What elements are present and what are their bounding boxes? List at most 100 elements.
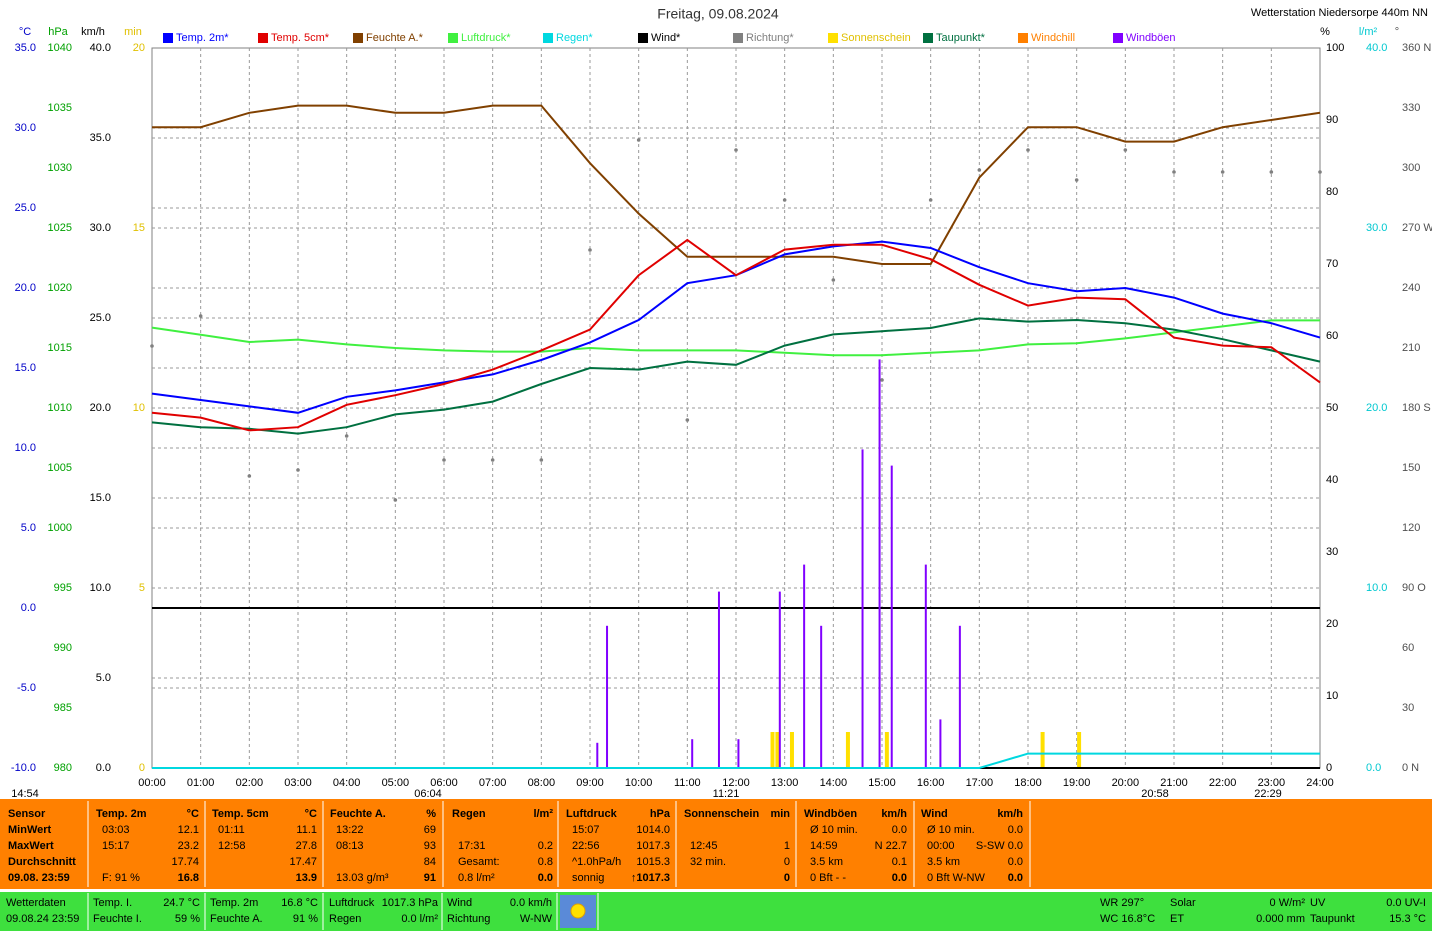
footer-cell: Wetterdaten [6,897,66,909]
footer-cell: UV [1310,897,1326,909]
y-tick-label: 1020 [48,282,72,294]
summary-head: hPa [650,808,671,820]
y-tick-label: 40.0 [90,42,111,54]
summary-head: Temp. 5cm [212,808,269,820]
summary-head: Regen [452,808,486,820]
sun [570,903,586,919]
y-tick-label: 20.0 [15,282,36,294]
bar [820,625,823,768]
summary-panel [0,799,1432,889]
x-tick-label: 11:00 [674,777,701,789]
y-tick-label: 5 [139,582,145,594]
summary-cell: 13:22 [336,824,364,836]
x-tick-label: 03:00 [284,777,312,789]
footer-cell: Feuchte A. [210,913,263,925]
series-line [152,752,1320,769]
footer-cell: Richtung [447,913,490,925]
summary-cell: 0.2 [538,840,553,852]
x-tick-label: 09:00 [576,777,604,789]
y-tick-label: 40 [1326,474,1338,486]
x-tick-label: 07:00 [479,777,507,789]
y-tick-label: 1000 [48,522,72,534]
y-tick-label: 995 [54,582,72,594]
summary-cell: 0.0 [1008,856,1023,868]
y-tick-label: 10 [133,402,145,414]
summary-cell: Ø 10 min. [927,824,975,836]
summary-cell: 1015.3 [636,856,670,868]
chart-title: Freitag, 09.08.2024 [657,6,779,22]
footer-cell: Temp. 2m [210,897,258,909]
x-tick-label: 10:00 [625,777,653,789]
direction-point [442,458,446,462]
legend-label: Luftdruck* [461,32,511,44]
axis-unit: min [124,26,142,38]
summary-head: l/m² [533,808,553,820]
y-tick-label: 0.0 [96,762,111,774]
legend-swatch [353,33,363,43]
legend-label: Temp. 5cm* [271,32,330,44]
bar [606,625,609,768]
summary-cell: 3.5 km [927,856,960,868]
direction-point [1220,170,1225,174]
bar [737,739,740,768]
y-tick-label: 20 [133,42,145,54]
axis-unit: km/h [81,26,105,38]
summary-cell: 0 [784,872,790,884]
summary-cell: 09.08. 23:59 [8,872,70,884]
y-tick-label: 0.0 [1366,762,1381,774]
summary-head: °C [305,808,317,820]
summary-cell: sonnig [572,872,604,884]
summary-cell: 08:13 [336,840,364,852]
x-tick-label: 02:00 [236,777,264,789]
y-tick-label: 15.0 [90,492,111,504]
footer-cell: 0.0 l/m² [401,913,438,925]
direction-point [977,168,982,172]
summary-cell: Ø 10 min. [810,824,858,836]
direction-point [734,148,738,152]
footer-cell: W-NW [520,913,553,925]
y-tick-label: -10.0 [11,762,36,774]
summary-cell: 17.47 [289,856,317,868]
bar [691,739,694,768]
y-tick-label: 210 [1402,342,1420,354]
y-tick-label: 1035 [48,102,72,114]
axis-unit: % [1320,26,1330,38]
summary-cell: 1014.0 [636,824,670,836]
summary-cell: 0.0 [1008,824,1023,836]
summary-cell: 12.1 [178,824,199,836]
legend-swatch [923,33,933,43]
footer-cell: 0.0 km/h [510,897,552,909]
direction-point [247,474,252,478]
y-tick-label: 0 N [1402,762,1419,774]
summary-cell: 3.5 km [810,856,843,868]
y-tick-label: 5.0 [96,672,111,684]
x-tick-label: 13:00 [771,777,799,789]
x-tick-label: 15:00 [868,777,896,789]
footer-cell: Regen [329,913,361,925]
y-tick-label: -5.0 [17,682,36,694]
legend-label: Sonnenschein [841,32,911,44]
direction-point [782,198,787,202]
axis-unit: l/m² [1359,26,1378,38]
summary-cell: 0 [784,856,790,868]
y-tick-label: 60 [1326,330,1338,342]
direction-point [1269,170,1274,174]
axis-unit: ° [1395,26,1399,38]
y-tick-label: 1030 [48,162,72,174]
y-tick-label: 30.0 [1366,222,1387,234]
summary-head: Luftdruck [566,808,618,820]
y-tick-label: 30 [1326,546,1338,558]
summary-cell: 84 [424,856,436,868]
legend-swatch [828,33,838,43]
y-tick-label: 100 [1326,42,1344,54]
direction-point [150,344,154,348]
x-tick-label: 23:00 [1258,777,1286,789]
summary-cell: 69 [424,824,436,836]
summary-cell: S-SW 0.0 [976,840,1023,852]
legend-swatch [448,33,458,43]
y-tick-label: 30.0 [15,122,36,134]
time-marker: 20:58 [1141,788,1169,800]
summary-head: km/h [997,808,1023,820]
footer-cell: Solar [1170,897,1196,909]
